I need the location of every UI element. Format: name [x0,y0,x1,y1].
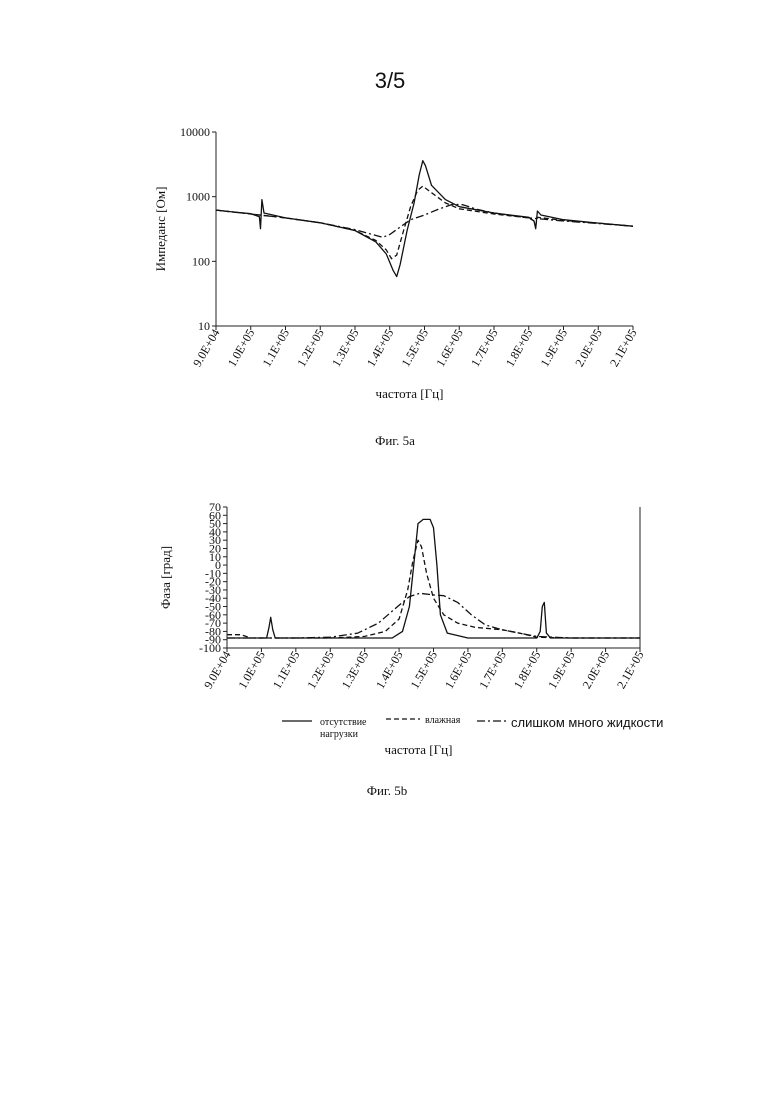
figure-caption-5a: Фиг. 5a [5,433,780,449]
figure-caption-5b: Фиг. 5b [0,783,777,799]
legend-label: слишком много жидкости [511,715,663,730]
legend-label: отсутствие [320,717,367,728]
legend-label: влажная [425,715,461,726]
legend-label: нагрузки [320,729,359,740]
